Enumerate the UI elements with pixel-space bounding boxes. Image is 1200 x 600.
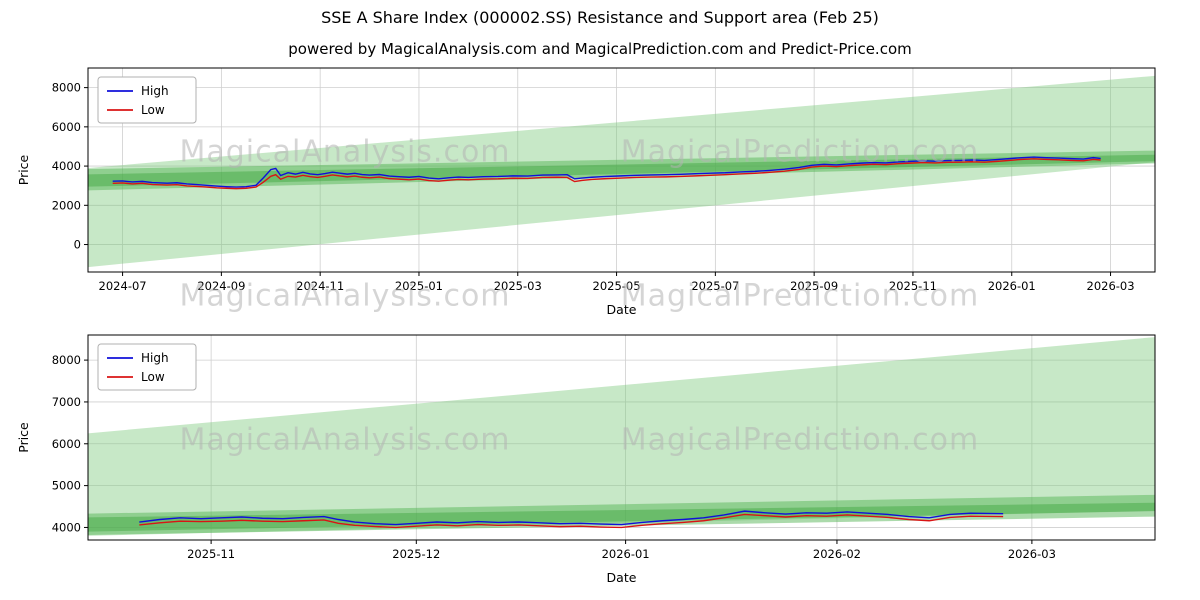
legend-label: High (141, 351, 169, 365)
x-tick-label: 2025-03 (494, 279, 542, 293)
legend: High Low (97, 343, 197, 391)
legend-label: High (141, 84, 169, 98)
x-tick-label: 2024-07 (99, 279, 147, 293)
x-tick-label: 2026-03 (1087, 279, 1135, 293)
x-tick-label: 2025-05 (593, 279, 641, 293)
price-chart-zoom: 2025-11 2025-12 2026-01 2026-02 2026-03 4000 5… (0, 326, 1200, 594)
page-title: SSE A Share Index (000002.SS) Resistance… (321, 8, 879, 27)
overview-chart-svg: 2024-07 2024-09 2024-11 2025-01 2025-03 2025-… (16, 67, 1156, 317)
x-tick-label: 2025-01 (395, 279, 443, 293)
y-tick-label: 7000 (52, 395, 81, 409)
x-tick-label: 2025-12 (392, 547, 440, 561)
legend: High Low (97, 76, 197, 124)
plot-border (87, 334, 1156, 541)
x-tick-label: 2025-11 (187, 547, 235, 561)
x-tick-label: 2024-09 (197, 279, 245, 293)
y-axis-label: Price (16, 422, 31, 453)
x-tick-label: 2026-02 (813, 547, 861, 561)
grid-lines (88, 335, 1155, 540)
y-tick-label: 8000 (52, 81, 81, 95)
high-line (139, 510, 1004, 526)
y-tick-label: 0 (74, 238, 81, 252)
x-tick-label: 2026-01 (602, 547, 650, 561)
x-tick-label: 2026-03 (1008, 547, 1056, 561)
y-tick-label: 6000 (52, 120, 81, 134)
x-tick-label: 2025-09 (790, 279, 838, 293)
x-tick-label: 2026-01 (988, 279, 1036, 293)
x-axis-label: Date (607, 302, 637, 317)
plot-border (87, 67, 1156, 273)
y-tick-label: 5000 (52, 479, 81, 493)
support-resistance-inner-band (88, 502, 1155, 532)
y-tick-label: 4000 (52, 159, 81, 173)
y-axis-label: Price (16, 154, 31, 185)
legend-label: Low (141, 103, 165, 117)
legend-box (97, 343, 197, 391)
price-chart-overview: 2024-07 2024-09 2024-11 2025-01 2025-03 2025-… (0, 62, 1200, 328)
tick-labels: 2024-07 2024-09 2024-11 2025-01 2025-03 2025-… (52, 81, 1135, 293)
y-tick-label: 6000 (52, 437, 81, 451)
y-tick-label: 8000 (52, 353, 81, 367)
zoom-chart-svg: 2025-11 2025-12 2026-01 2026-02 2026-03 4000 5… (16, 334, 1156, 585)
support-resistance-outer-band (88, 337, 1155, 536)
x-tick-label: 2025-07 (691, 279, 739, 293)
y-tick-label: 2000 (52, 198, 81, 212)
x-tick-label: 2024-11 (296, 279, 344, 293)
x-tick-label: 2025-11 (889, 279, 937, 293)
support-resistance-middle-band (88, 150, 1155, 191)
x-axis-label: Date (607, 570, 637, 585)
low-line (112, 158, 1101, 190)
legend-box (97, 76, 197, 124)
legend-label: Low (141, 370, 165, 384)
low-line (139, 513, 1004, 529)
high-line (112, 156, 1101, 188)
y-tick-label: 4000 (52, 520, 81, 534)
page-subtitle: powered by MagicalAnalysis.com and Magic… (288, 40, 912, 58)
tick-labels: 2025-11 2025-12 2026-01 2026-02 2026-03 4000 5… (52, 353, 1056, 561)
